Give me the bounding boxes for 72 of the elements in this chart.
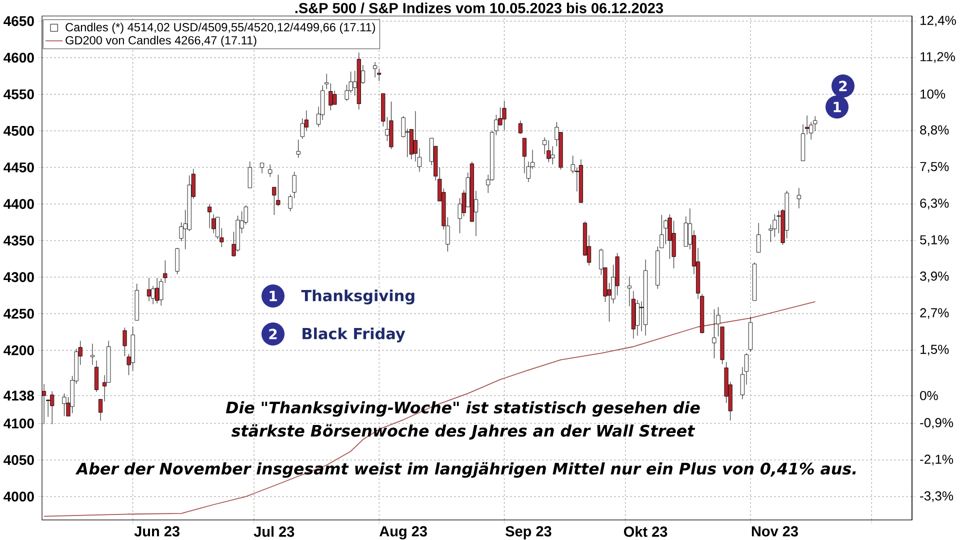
candlestick: [756, 222, 761, 253]
chart-title: .S&P 500 / S&P Indizes vom 10.05.2023 bis 06.12.2023: [295, 2, 664, 14]
y-tick-label: 4350: [4, 236, 34, 246]
y2-tick-label: 12,4%: [920, 16, 956, 27]
candlestick: [163, 260, 168, 284]
candlestick: [146, 278, 152, 302]
annotation: 1: [270, 290, 277, 302]
y-tick-label: 4050: [4, 455, 34, 465]
y2-tick-label: 11,2%: [920, 52, 955, 63]
y-tick-label: 4138: [4, 390, 34, 401]
candlestick: [94, 360, 99, 392]
candlestick: [635, 300, 640, 336]
y2-tick-label: 8,8%: [920, 125, 949, 136]
candlestick: [712, 309, 716, 359]
y2-tick-label: 10%: [920, 89, 946, 99]
y-tick-label: 4450: [4, 162, 34, 172]
candlestick: [90, 343, 95, 366]
candlestick: [627, 276, 632, 307]
y-tick-label: 4250: [4, 308, 34, 319]
y-tick-label: 4400: [4, 199, 34, 209]
legend-label: Candles (*) 4514,02 USD/4509,55/4520,12/4499,66 (17.11): [66, 22, 376, 34]
candlestick: [268, 164, 272, 178]
candlestick: [502, 100, 506, 130]
y2-tick-label: -2,1%: [920, 454, 954, 466]
y-tick-label: 4600: [4, 52, 34, 63]
candlestick: [328, 83, 333, 111]
candlestick: [550, 146, 555, 165]
annotation: 2: [839, 80, 847, 92]
candlestick: [664, 219, 668, 244]
y2-tick-label: 1,5%: [920, 344, 949, 356]
y2-tick-label: 3,9%: [920, 272, 949, 282]
y2-tick-label: 5,1%: [920, 235, 949, 246]
y-tick-label: 4200: [4, 345, 34, 356]
y2-tick-label: 2,7%: [920, 308, 949, 319]
y2-tick-label: 7,5%: [920, 162, 949, 173]
y2-tick-label: 6,3%: [920, 198, 949, 210]
candlestick: [159, 278, 164, 306]
annotation: Thanksgiving: [301, 290, 414, 304]
y-tick-label: 4000: [4, 492, 34, 502]
annotation: Black Friday: [302, 328, 406, 342]
candlestick: [796, 188, 802, 209]
x-tick-label: Jul 23: [254, 526, 294, 537]
candlestick: [248, 161, 252, 188]
candlestick: [50, 390, 54, 424]
y-tick-label: 4650: [4, 16, 34, 26]
y-tick-label: 4550: [4, 89, 34, 100]
y-tick-label: 4500: [4, 126, 34, 136]
x-tick-label: Aug 23: [380, 526, 427, 540]
y2-tick-label: -3,3%: [920, 491, 954, 502]
candlestick: [546, 140, 551, 163]
candlestick: [62, 393, 66, 416]
y2-tick-label: -0,9%: [920, 418, 954, 429]
candlestick: [332, 90, 337, 105]
candlestick: [208, 204, 212, 228]
annotation: 1: [834, 102, 841, 112]
y-tick-label: 4100: [4, 418, 34, 428]
candlestick: [155, 278, 160, 304]
legend-label: GD200 von Candles 4266,47 (17.11): [66, 36, 256, 47]
x-tick-label: Sep 23: [506, 526, 552, 540]
y2-tick-label: 0%: [920, 390, 938, 400]
candlestick: [122, 327, 127, 356]
x-tick-label: Okt 23: [624, 526, 668, 537]
y-tick-label: 4300: [4, 272, 34, 282]
candlestick: [373, 62, 378, 78]
annotation: 2: [269, 328, 277, 340]
candlestick: [296, 139, 300, 158]
candlestick: [175, 248, 180, 274]
candlestick: [98, 399, 103, 421]
candlestick: [518, 120, 522, 134]
x-tick-label: Nov 23: [752, 526, 798, 536]
candlestick: [260, 162, 264, 174]
x-tick-label: Jun 23: [134, 526, 180, 536]
